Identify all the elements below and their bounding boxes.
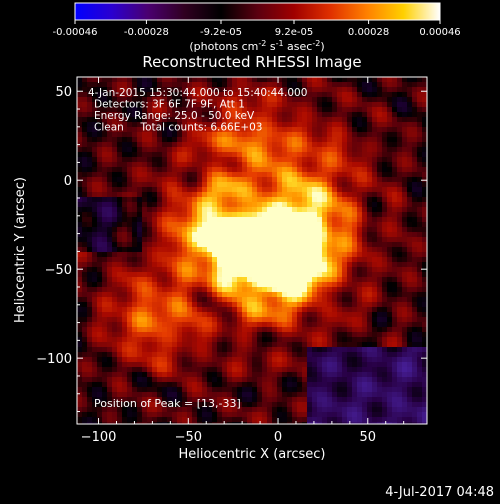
colorbar-tick-label: 0.00046 <box>419 27 460 38</box>
colorbar <box>75 3 440 20</box>
y-tick-label: 0 <box>64 174 72 189</box>
colorbar-tick-label: -0.00028 <box>124 27 169 38</box>
y-axis-label: Heliocentric Y (arcsec) <box>13 177 28 323</box>
colorbar-tick-label: -9.2e-05 <box>200 27 242 38</box>
colorbar-tick-label: -0.00046 <box>53 27 98 38</box>
y-tick-label: −50 <box>45 263 72 278</box>
annotation-line: 4-Jan-2015 15:30:44.000 to 15:40:44.000 <box>88 87 307 99</box>
footer-timestamp: 4-Jul-2017 04:48 <box>385 485 494 500</box>
colorbar-frame <box>74 2 441 21</box>
axis-ticks: −100 −50 0 50 50 0 −50 −100 <box>36 77 427 445</box>
annotation-line: Clean Total counts: 6.66E+03 <box>94 122 263 134</box>
annotation-block: 4-Jan-2015 15:30:44.000 to 15:40:44.000D… <box>88 87 307 134</box>
x-tick-label: 50 <box>359 430 376 445</box>
x-tick-label: 0 <box>274 430 282 445</box>
x-tick-label: −50 <box>175 430 202 445</box>
colorbar-tick-label: 0.00028 <box>348 27 389 38</box>
colorbar-tick-label: 9.2e-05 <box>275 27 313 38</box>
annotation-line: Energy Range: 25.0 - 50.0 keV <box>94 110 255 122</box>
colorbar-unit: (photons cm-2 s-1 asec-2) <box>189 39 324 53</box>
heatmap <box>77 77 427 424</box>
peak-position-label: Position of Peak = [13,-33] <box>94 397 241 410</box>
x-axis-label: Heliocentric X (arcsec) <box>179 447 326 462</box>
chart-title: Reconstructed RHESSI Image <box>142 53 361 71</box>
y-tick-label: −100 <box>36 352 72 367</box>
y-tick-label: 50 <box>55 85 72 100</box>
x-tick-label: −100 <box>81 430 117 445</box>
plot-frame <box>76 76 428 425</box>
annotation-line: Detectors: 3F 6F 7F 9F, Att 1 <box>94 99 245 111</box>
colorbar-ticks: -0.00046 -0.00028 -9.2e-05 9.2e-05 0.00028 0.… <box>53 20 461 38</box>
